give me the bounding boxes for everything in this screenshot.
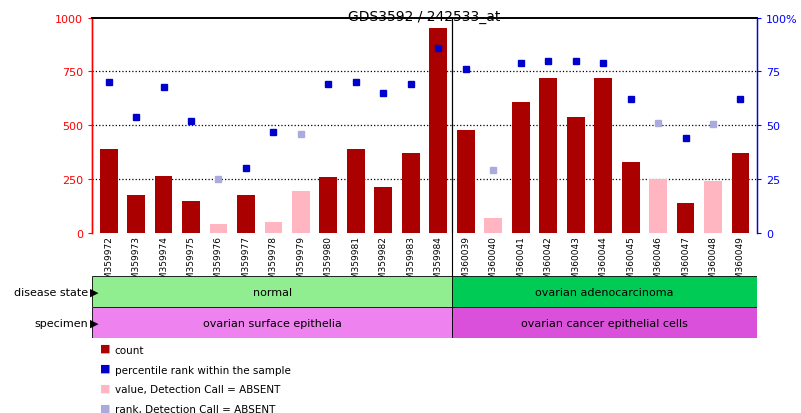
- Bar: [512, 102, 529, 233]
- Text: GSM359976: GSM359976: [214, 235, 223, 290]
- Text: GSM360039: GSM360039: [461, 235, 470, 290]
- Bar: [566, 117, 585, 233]
- Text: percentile rank within the sample: percentile rank within the sample: [115, 365, 291, 375]
- Text: GSM359973: GSM359973: [131, 235, 140, 290]
- Text: ■: ■: [100, 343, 111, 353]
- Bar: [374, 187, 392, 233]
- Text: GSM360042: GSM360042: [544, 235, 553, 290]
- Text: GSM359975: GSM359975: [187, 235, 195, 290]
- Text: GSM359981: GSM359981: [352, 235, 360, 290]
- Bar: [182, 201, 200, 233]
- Text: GSM359972: GSM359972: [104, 235, 113, 290]
- Text: count: count: [115, 345, 144, 355]
- Text: GDS3592 / 242533_at: GDS3592 / 242533_at: [348, 10, 501, 24]
- Bar: [731, 154, 750, 233]
- Bar: [92, 308, 453, 339]
- Text: ■: ■: [100, 382, 111, 392]
- Bar: [292, 192, 310, 233]
- Text: ovarian adenocarcinoma: ovarian adenocarcinoma: [535, 287, 674, 297]
- Bar: [320, 178, 337, 233]
- Text: ▶: ▶: [90, 287, 99, 297]
- Bar: [264, 223, 283, 233]
- Bar: [622, 162, 639, 233]
- Text: GSM359984: GSM359984: [434, 235, 443, 290]
- Text: ■: ■: [100, 402, 111, 412]
- Text: value, Detection Call = ABSENT: value, Detection Call = ABSENT: [115, 385, 280, 394]
- Bar: [539, 79, 557, 233]
- Bar: [453, 277, 757, 308]
- Bar: [594, 79, 612, 233]
- Text: rank, Detection Call = ABSENT: rank, Detection Call = ABSENT: [115, 404, 275, 413]
- Text: GSM360046: GSM360046: [654, 235, 662, 290]
- Bar: [457, 130, 475, 233]
- Text: GSM359974: GSM359974: [159, 235, 168, 290]
- Text: ovarian surface epithelia: ovarian surface epithelia: [203, 318, 341, 328]
- Bar: [649, 180, 667, 233]
- Text: GSM359978: GSM359978: [269, 235, 278, 290]
- Text: GSM360041: GSM360041: [516, 235, 525, 290]
- Text: GSM359980: GSM359980: [324, 235, 333, 290]
- Text: normal: normal: [252, 287, 292, 297]
- Text: specimen: specimen: [34, 318, 88, 328]
- Bar: [210, 225, 227, 233]
- Bar: [402, 154, 420, 233]
- Text: GSM360044: GSM360044: [598, 235, 608, 290]
- Text: ▶: ▶: [90, 318, 99, 328]
- Text: GSM360040: GSM360040: [489, 235, 497, 290]
- Text: GSM359977: GSM359977: [241, 235, 251, 290]
- Text: GSM359983: GSM359983: [406, 235, 415, 290]
- Bar: [99, 150, 118, 233]
- Text: GSM360045: GSM360045: [626, 235, 635, 290]
- Text: GSM359979: GSM359979: [296, 235, 305, 290]
- Bar: [429, 29, 447, 233]
- Text: GSM360048: GSM360048: [709, 235, 718, 290]
- Bar: [677, 203, 694, 233]
- Text: GSM360047: GSM360047: [681, 235, 690, 290]
- Bar: [237, 196, 255, 233]
- Bar: [347, 150, 364, 233]
- Bar: [485, 218, 502, 233]
- Bar: [127, 196, 145, 233]
- Text: ■: ■: [100, 363, 111, 373]
- Text: ovarian cancer epithelial cells: ovarian cancer epithelial cells: [521, 318, 688, 328]
- Text: GSM360043: GSM360043: [571, 235, 580, 290]
- Text: GSM359982: GSM359982: [379, 235, 388, 290]
- Bar: [92, 277, 453, 308]
- Bar: [453, 308, 757, 339]
- Text: disease state: disease state: [14, 287, 88, 297]
- Text: GSM360049: GSM360049: [736, 235, 745, 290]
- Bar: [704, 182, 722, 233]
- Bar: [155, 176, 172, 233]
